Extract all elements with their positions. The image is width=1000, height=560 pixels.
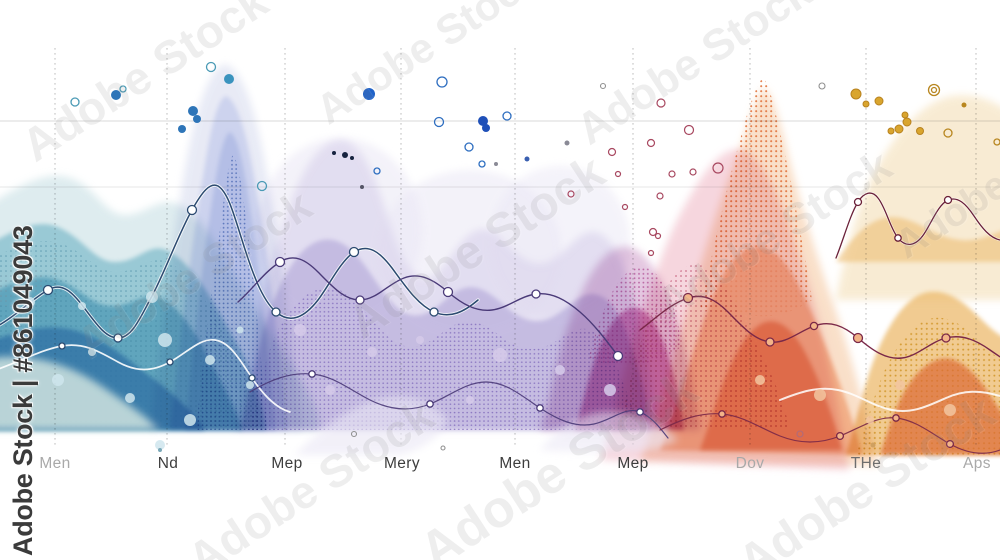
axis-label-6: Dov xyxy=(735,455,765,472)
scatter-dots xyxy=(70,61,1000,452)
vertical-watermark: Adobe Stock | #861049043 xyxy=(8,225,38,556)
axis-label-1: Nd xyxy=(157,455,179,472)
soft-wash-dots xyxy=(25,291,956,450)
orange-watercolor-group xyxy=(640,78,879,466)
axis-label-5: Mep xyxy=(617,455,649,472)
axis-label-8: Aps xyxy=(963,455,991,472)
pale-bottom-washes xyxy=(295,396,678,455)
axis-label-7: THe xyxy=(850,455,882,472)
axis-label-4: Men xyxy=(499,455,531,472)
axis-label-3: Mery xyxy=(383,455,421,472)
line-markers xyxy=(42,195,955,449)
axis-label-2: Mep xyxy=(271,455,303,472)
axis-label-0: Men xyxy=(39,455,71,472)
